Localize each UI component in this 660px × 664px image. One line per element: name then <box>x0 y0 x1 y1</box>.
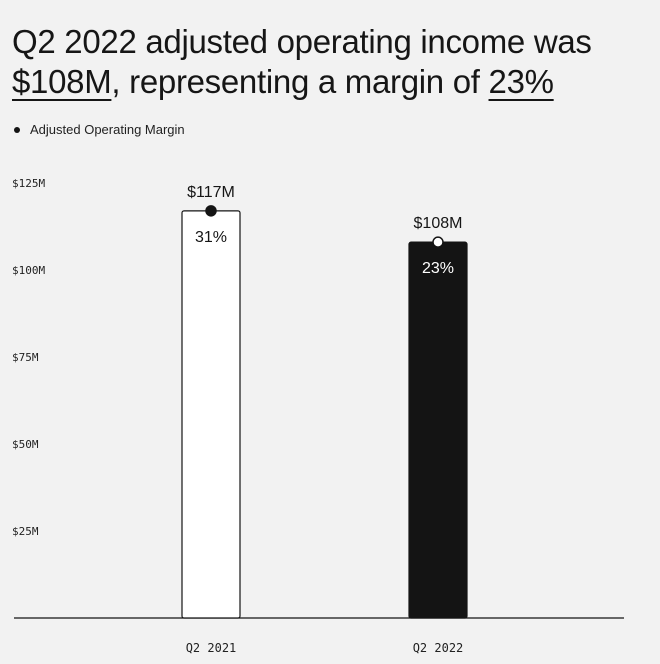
data-label-margin: 31% <box>195 229 227 246</box>
x-tick-label: Q2 2022 <box>413 641 464 655</box>
y-tick-label: $25M <box>12 525 39 538</box>
title-part-1: Q2 2022 adjusted operating income was <box>12 23 592 60</box>
y-tick-label: $100M <box>12 264 45 277</box>
y-tick-label: $75M <box>12 351 39 364</box>
y-tick-label: $50M <box>12 438 39 451</box>
data-label-value: $108M <box>414 215 463 232</box>
data-label-value: $117M <box>187 184 235 201</box>
margin-point <box>432 236 444 248</box>
title-margin: 23% <box>488 63 554 100</box>
data-label-margin: 23% <box>422 260 454 277</box>
bar <box>181 210 241 619</box>
margin-point <box>205 205 217 217</box>
x-tick-label: Q2 2021 <box>186 641 237 655</box>
y-tick-label: $125M <box>12 177 45 190</box>
bar <box>408 241 468 619</box>
title-amount: $108M <box>12 63 112 100</box>
title-part-2: , representing a margin of <box>111 63 489 100</box>
legend-label: Adjusted Operating Margin <box>30 122 185 137</box>
page-title: Q2 2022 adjusted operating income was $1… <box>12 22 652 102</box>
legend: Adjusted Operating Margin <box>14 122 185 137</box>
legend-dot-icon <box>14 126 20 133</box>
